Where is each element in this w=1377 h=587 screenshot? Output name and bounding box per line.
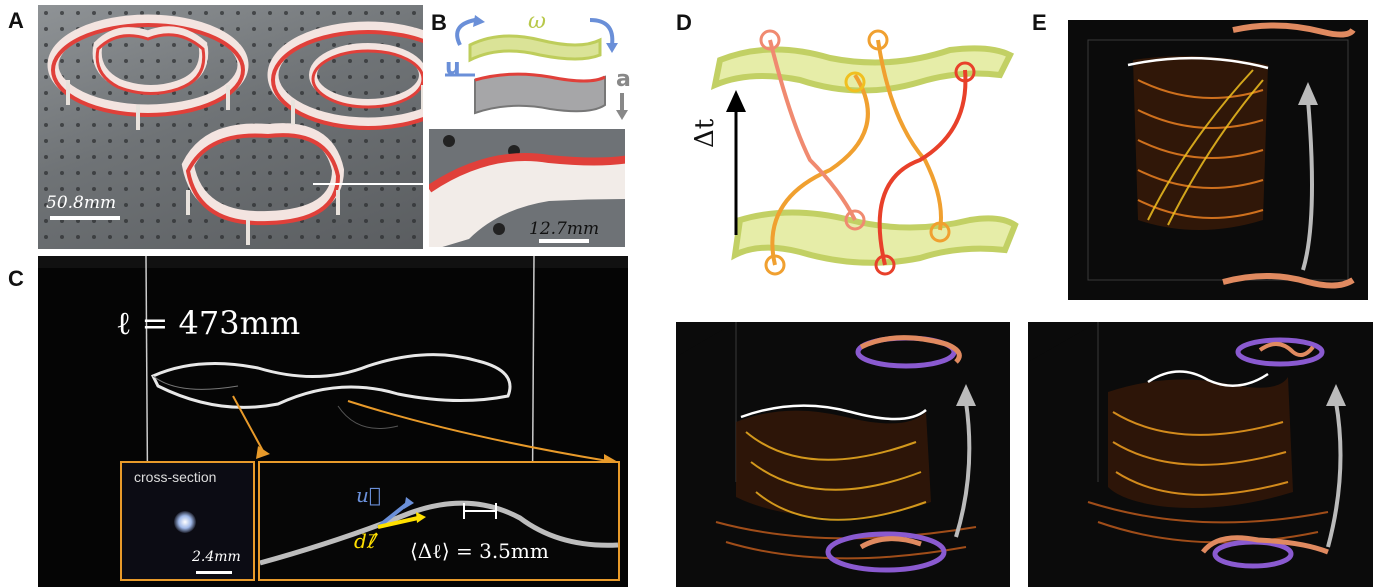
cross-section-spot: [174, 511, 196, 533]
inset-connector: [313, 183, 423, 185]
panel-a-photo: 50.8mm: [38, 5, 423, 249]
zoom-inset: u⃗ dℓ⃗ ⟨Δℓ⟩ = 3.5mm: [258, 461, 620, 581]
length-label: ℓ = 473mm: [116, 304, 301, 342]
panel-e-box: [1068, 20, 1368, 300]
cross-section-title: cross-section: [134, 469, 217, 485]
dl-vector-label: dℓ⃗: [354, 529, 376, 553]
omega-label: ω: [528, 9, 546, 34]
panel-a-inset: 12.7mm: [427, 127, 627, 249]
inset-ribbon: [429, 135, 625, 247]
panel-label-e: E: [1032, 10, 1047, 35]
cross-section-inset: cross-section 2.4mm: [120, 461, 255, 581]
panel-d-diagram: Δt: [690, 20, 1025, 290]
panel-g-box: [1028, 322, 1373, 587]
scale-label-a-inset: 12.7mm: [529, 219, 600, 239]
u-vector-label: u⃗: [356, 483, 381, 507]
scale-bar-a-inset: [539, 239, 589, 243]
panel-label-d: D: [676, 10, 692, 35]
scale-label-a: 50.8mm: [46, 193, 117, 213]
delta-t-label: Δt: [690, 118, 720, 148]
panel-b-diagram: ω u a: [440, 5, 631, 125]
panel-f-box: [676, 322, 1010, 587]
panel-label-b: B: [431, 10, 447, 35]
panel-label-c: C: [8, 266, 24, 291]
u-label: u: [445, 55, 461, 80]
panel-a-rings: [38, 5, 423, 249]
mean-dl-label: ⟨Δℓ⟩ = 3.5mm: [410, 539, 549, 563]
panel-c-image: ℓ = 473mm cross-section 2.4mm u⃗ dℓ⃗ ⟨Δℓ…: [38, 256, 628, 587]
scale-bar-a: [50, 216, 120, 220]
panel-label-a: A: [8, 8, 24, 33]
a-label: a: [616, 67, 631, 92]
cross-section-scale-bar: [196, 571, 232, 574]
cross-section-scale-label: 2.4mm: [192, 549, 241, 565]
